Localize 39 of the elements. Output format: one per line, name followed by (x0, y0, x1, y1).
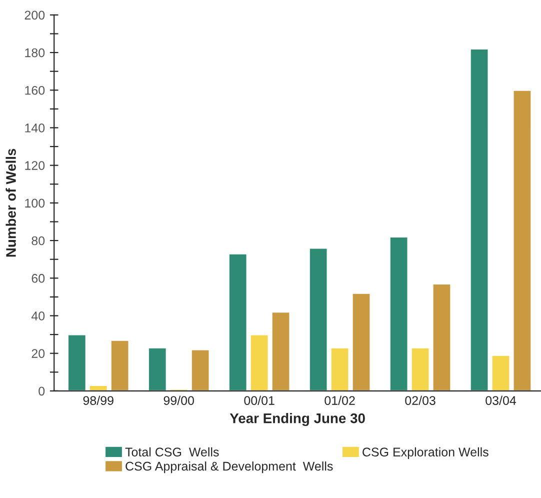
bar (148, 346, 168, 391)
bar (270, 311, 291, 391)
x-tick-label: 98/99 (83, 396, 114, 405)
bar (228, 253, 248, 391)
legend-label: Total CSG Wells (125, 447, 219, 456)
y-tick-label: 20 (32, 349, 45, 358)
bar (410, 346, 430, 391)
bar (469, 48, 490, 391)
bar (389, 236, 409, 391)
bar (110, 339, 130, 391)
y-tick-label: 120 (25, 161, 45, 170)
bar (330, 346, 350, 391)
x-tick-label: 03/04 (486, 396, 516, 405)
y-tick-label: 140 (25, 124, 45, 132)
bar (351, 292, 372, 391)
bar (67, 334, 87, 391)
x-tick-label: 99/00 (164, 396, 194, 405)
y-tick-label: 200 (24, 10, 45, 20)
y-tick-label: 180 (25, 48, 45, 58)
y-tick-label: 0 (38, 386, 45, 396)
bar (432, 283, 452, 391)
bar (308, 247, 328, 391)
y-tick-label: 100 (25, 198, 45, 208)
y-tick-label: 80 (32, 236, 45, 246)
y-tick-label: 160 (25, 86, 45, 95)
bar (512, 89, 532, 391)
x-tick-label: 02/03 (405, 396, 436, 405)
bar (190, 348, 210, 391)
x-tick-label: 01/02 (324, 396, 355, 405)
bar (250, 334, 270, 391)
x-tick-label: 00/01 (244, 396, 274, 405)
y-tick-label: 40 (31, 312, 45, 320)
y-axis-title: Number of Wells (6, 148, 16, 257)
x-axis-title: Year Ending June 30 (230, 413, 365, 426)
bar (88, 384, 108, 391)
legend-label: CSG Appraisal & Development Wells (126, 461, 333, 474)
y-tick-label: 60 (32, 274, 45, 283)
legend-label: CSG Exploration Wells (362, 447, 488, 459)
bar (490, 354, 511, 391)
